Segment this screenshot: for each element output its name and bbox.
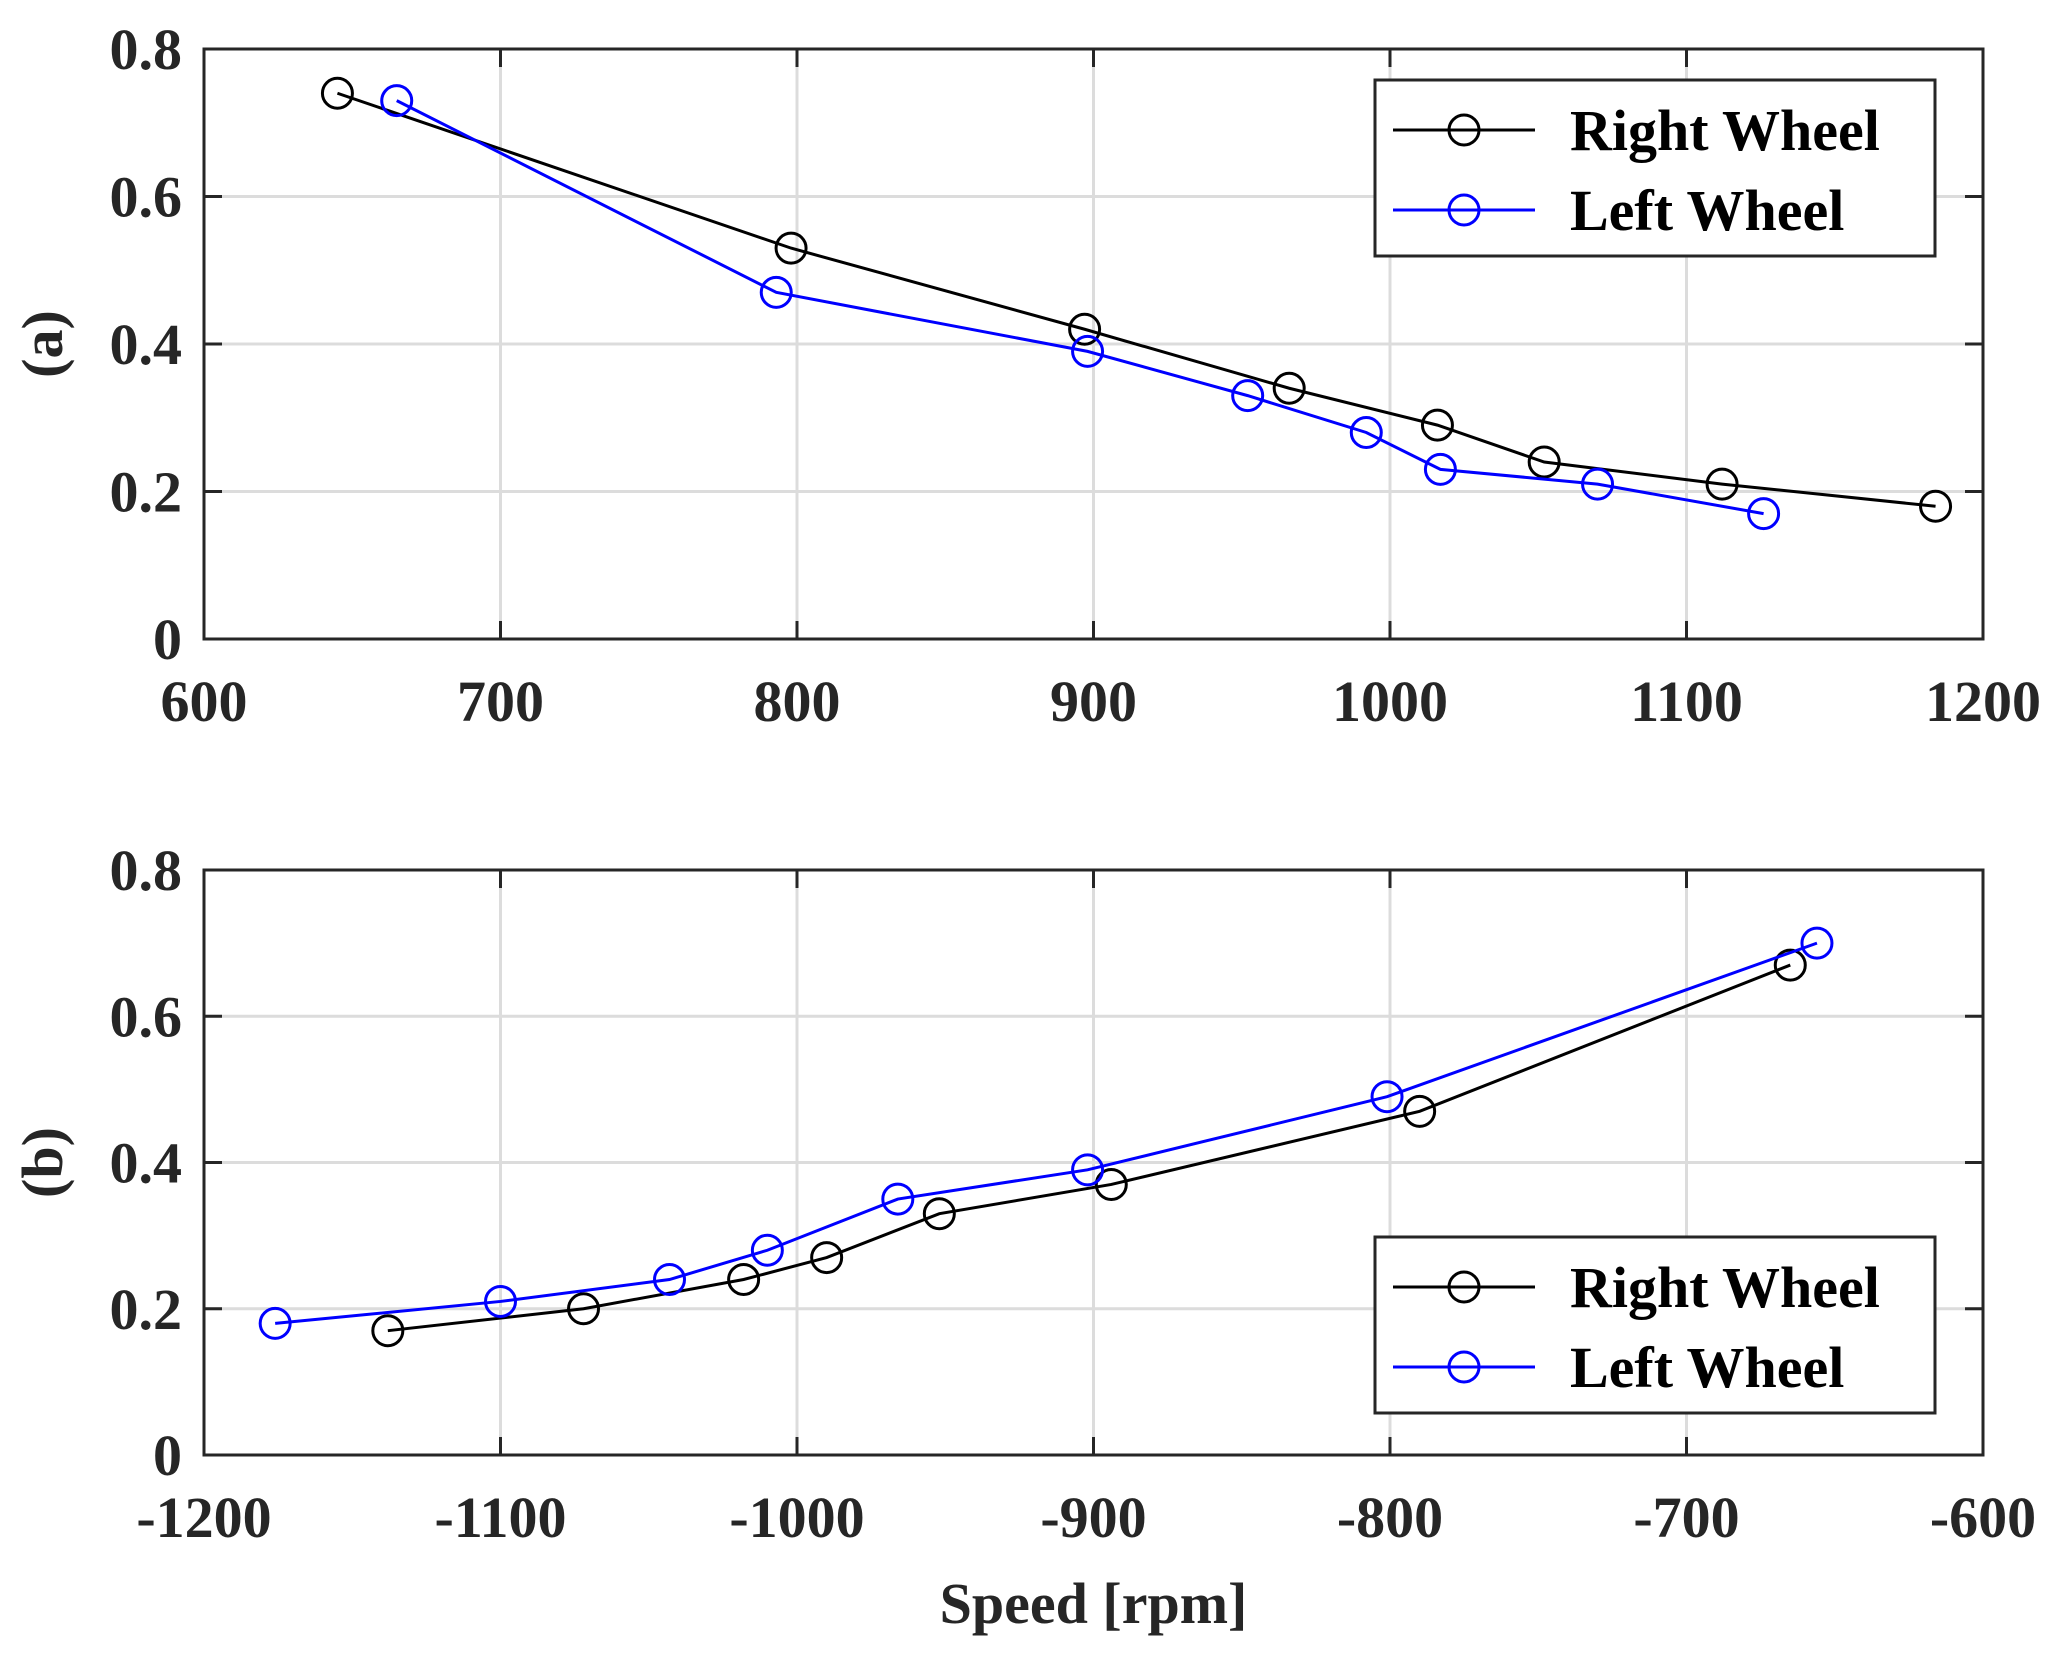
legend-label: Right Wheel [1570,98,1880,163]
data-point [1747,497,1781,531]
y-tick-label: 0.4 [110,1131,183,1196]
data-point [1581,467,1615,501]
y-tick-label: 0.8 [110,838,183,903]
y-tick-label: 0.2 [110,460,183,525]
legend: Right Wheel Left Wheel [1373,78,1937,258]
x-tick-label: -900 [1040,1485,1146,1550]
data-point [881,1182,915,1216]
x-tick-label: 700 [457,669,544,734]
y-tick-label: 0.6 [110,165,183,230]
data-point [1272,371,1306,405]
panel-b: -1200 -1100 -1000 -900 -800 -700 -600 0 0.2 0.4 0.… [10,838,2036,1636]
data-point [1800,926,1834,960]
y-tick-label: 0.2 [110,1277,183,1342]
y-tick-label: 0.8 [110,17,183,82]
y-tick-label: 0.4 [110,312,183,377]
series-line [387,963,1791,1333]
series-line [275,941,1818,1325]
legend-marker [1447,1350,1481,1384]
data-point [1068,312,1102,346]
legend-box [1373,1235,1937,1415]
data-point [1423,452,1457,486]
y-tick-label: 0 [153,607,182,672]
legend-marker [1447,1270,1481,1304]
data-point [810,1241,844,1275]
data-point [1071,1153,1105,1187]
data-point [1919,489,1953,523]
data-point [759,275,793,309]
series-line [336,91,1936,508]
data-point [1231,379,1265,413]
y-tick-label: 0 [153,1423,182,1488]
data-point [380,84,414,118]
data-point [1527,445,1561,479]
data-point [727,1263,761,1296]
data-point [1370,1080,1404,1114]
legend-marker [1447,113,1481,147]
data-point [1071,334,1105,368]
x-tick-label: 1100 [1630,669,1743,734]
data-point [371,1314,405,1348]
x-tick-label: 900 [1050,669,1137,734]
x-tick-label: -1200 [136,1485,271,1550]
data-point [1349,416,1383,449]
x-tick-label: -600 [1930,1485,2036,1550]
data-point [484,1284,517,1318]
data-point [653,1263,687,1296]
x-tick-label: -700 [1633,1485,1739,1550]
legend-marker [1447,193,1481,227]
data-point [258,1306,292,1340]
series-line [396,99,1764,516]
x-tick-label: 800 [754,669,841,734]
data-point [774,231,808,265]
x-tick-label: 1200 [1925,669,2041,734]
data-point [1094,1167,1128,1201]
y-axis-label: (a) [10,310,75,378]
y-axis-label: (b) [10,1127,75,1198]
data-point [567,1292,601,1326]
data-point [1403,1094,1437,1128]
x-tick-label: 600 [161,669,248,734]
x-tick-label: 1000 [1332,669,1448,734]
x-tick-label: -800 [1337,1485,1443,1550]
x-axis-label: Speed [rpm] [940,1571,1248,1636]
data-point [750,1233,784,1267]
data-point [1773,948,1807,982]
x-tick-label: -1000 [729,1485,864,1550]
y-tick-label: 0.6 [110,984,183,1049]
data-point [1420,408,1454,442]
legend: Right Wheel Left Wheel [1373,1235,1937,1415]
data-point [922,1197,956,1231]
x-tick-label: -1100 [434,1485,566,1550]
data-point [320,76,354,110]
panel-a: 600 700 800 900 1000 1100 1200 0 0.2 0.4 0.6 0.8 (a)… [10,17,2041,734]
legend-box [1373,78,1937,258]
data-point [1705,467,1739,501]
legend-label: Left Wheel [1570,178,1844,243]
legend-label: Left Wheel [1570,1335,1844,1400]
legend-label: Right Wheel [1570,1255,1880,1320]
